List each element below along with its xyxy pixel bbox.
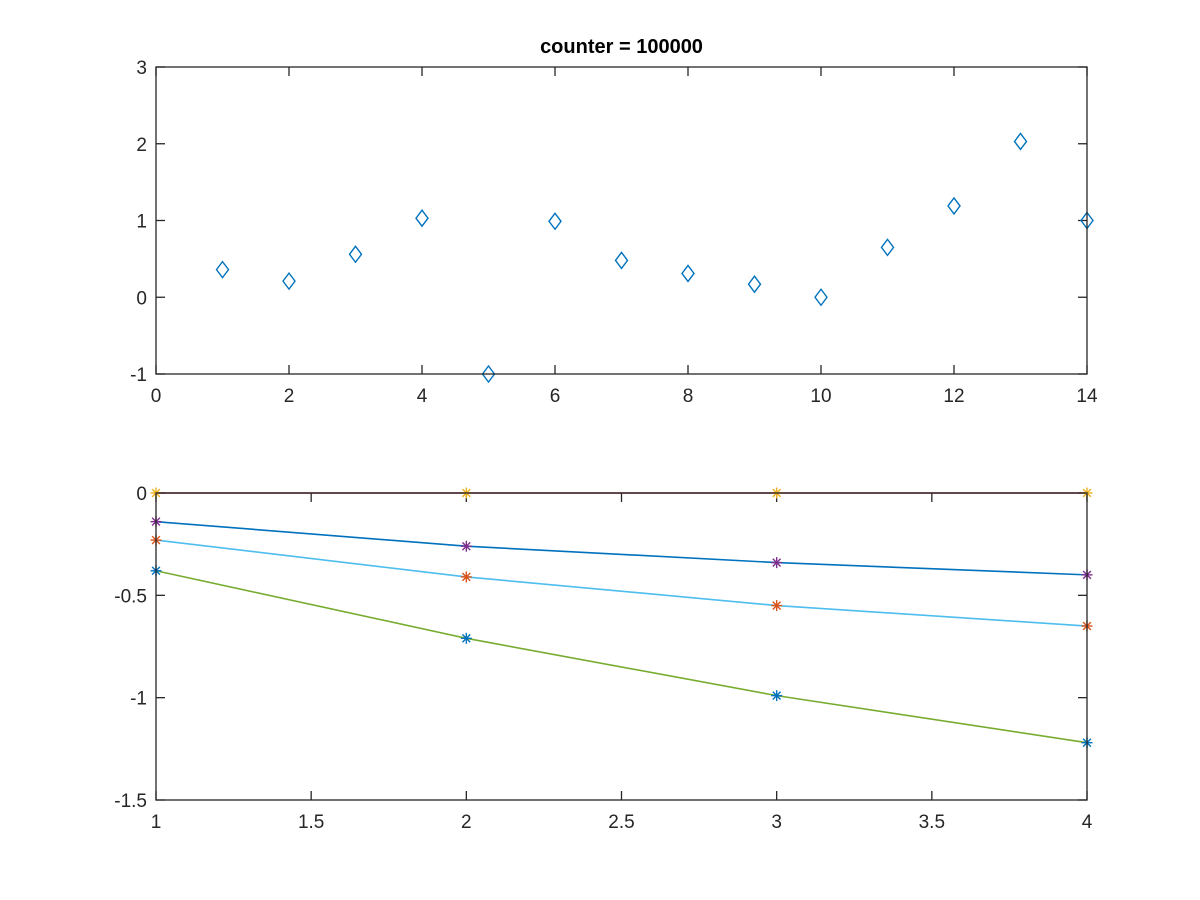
scatter-point [747,275,762,294]
x-tick-label: 3 [771,812,782,833]
y-tick-label: -1 [130,365,147,386]
x-tick-label: 12 [943,386,964,407]
x-tick-label: 4 [417,386,428,407]
y-tick-label: 1 [136,212,147,233]
x-tick-label: 4 [1082,812,1093,833]
asterisk-marker [460,571,472,583]
scatter-point [614,251,629,270]
scatter-point [215,260,230,279]
series-line [155,569,1088,744]
line-plot-panel: 1 1.5 2 2.5 3 3.5 4 -1.5 -1 -0.5 0 [114,484,1092,833]
y-tick-label: -0.5 [114,586,147,607]
x-tick-label: 0 [151,386,162,407]
y-tick-label: -1 [130,689,147,710]
scatter-point [481,364,496,384]
x-tick-label: 1 [151,812,162,833]
x-tick-label: 10 [810,386,831,407]
scatter-point [681,264,695,283]
axes-box [155,492,1088,801]
y-tick-label: 2 [136,135,147,156]
series-line [155,539,1088,627]
y-tick-label: 0 [136,484,147,505]
asterisk-marker [771,600,783,612]
plot-area [156,67,1087,374]
x-tick-label: 1.5 [298,812,324,833]
scatter-point [1013,132,1028,151]
x-tick-label: 8 [683,386,694,407]
x-tick-label: 2 [284,386,295,407]
asterisk-marker [460,540,472,552]
axes-box [155,66,1088,375]
scatter-point [415,209,429,228]
x-tick-label: 2.5 [608,812,634,833]
y-tick-label: 0 [136,288,147,309]
scatter-point [814,288,828,307]
plot-area [156,493,1087,800]
x-tick-label: 6 [550,386,561,407]
scatter-point [880,238,895,257]
x-tick-label: 2 [461,812,472,833]
chart-title: counter = 100000 [540,36,703,58]
y-tick-label: 3 [136,58,147,79]
series-line [155,520,1088,576]
asterisk-marker [771,690,783,702]
x-tick-label: 3.5 [919,812,945,833]
scatter-point [548,212,562,231]
y-tick-label: -1.5 [114,791,147,812]
asterisk-marker [460,632,472,644]
scatter-point [947,196,961,216]
scatter-point [348,245,363,264]
x-tick-label: 14 [1076,386,1098,407]
scatter-point [282,271,296,291]
asterisk-marker [771,557,783,569]
